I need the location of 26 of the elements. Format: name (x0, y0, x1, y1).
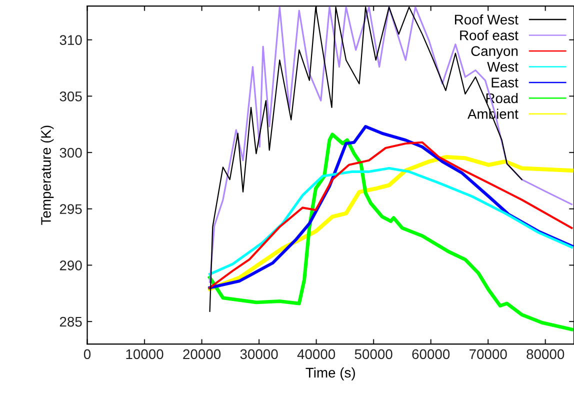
x-tick-label: 50000 (354, 349, 392, 360)
y-tick-label: 285 (60, 316, 82, 327)
x-axis-title: Time (s) (306, 367, 355, 380)
x-tick-label: 70000 (470, 349, 507, 360)
y-tick-label: 290 (60, 260, 82, 270)
x-tick-label: 40000 (297, 349, 336, 360)
x-tick-label: 30000 (240, 349, 278, 360)
line-series (208, 6, 573, 283)
y-tick-label: 300 (60, 148, 82, 158)
y-tick-label: 295 (60, 204, 82, 214)
x-tick-label: 80000 (526, 349, 564, 360)
y-axis-title: Temperature (K) (40, 126, 54, 225)
y-tick-label: 305 (60, 91, 82, 102)
legend-label: West (487, 62, 518, 72)
legend-label: Roof east (460, 30, 518, 40)
legend-label: Roof West (454, 14, 518, 25)
legend-label: Canyon (471, 46, 518, 59)
x-tick-label: 60000 (412, 349, 450, 360)
legend-label: Road (486, 92, 518, 104)
x-tick-label: 20000 (183, 349, 221, 360)
legend-label: East (492, 78, 518, 88)
x-tick-label: 0 (84, 349, 91, 360)
line-series (208, 166, 573, 276)
line-series (208, 132, 574, 332)
y-tick-label: 310 (60, 35, 82, 45)
x-tick-label: 10000 (126, 349, 164, 360)
